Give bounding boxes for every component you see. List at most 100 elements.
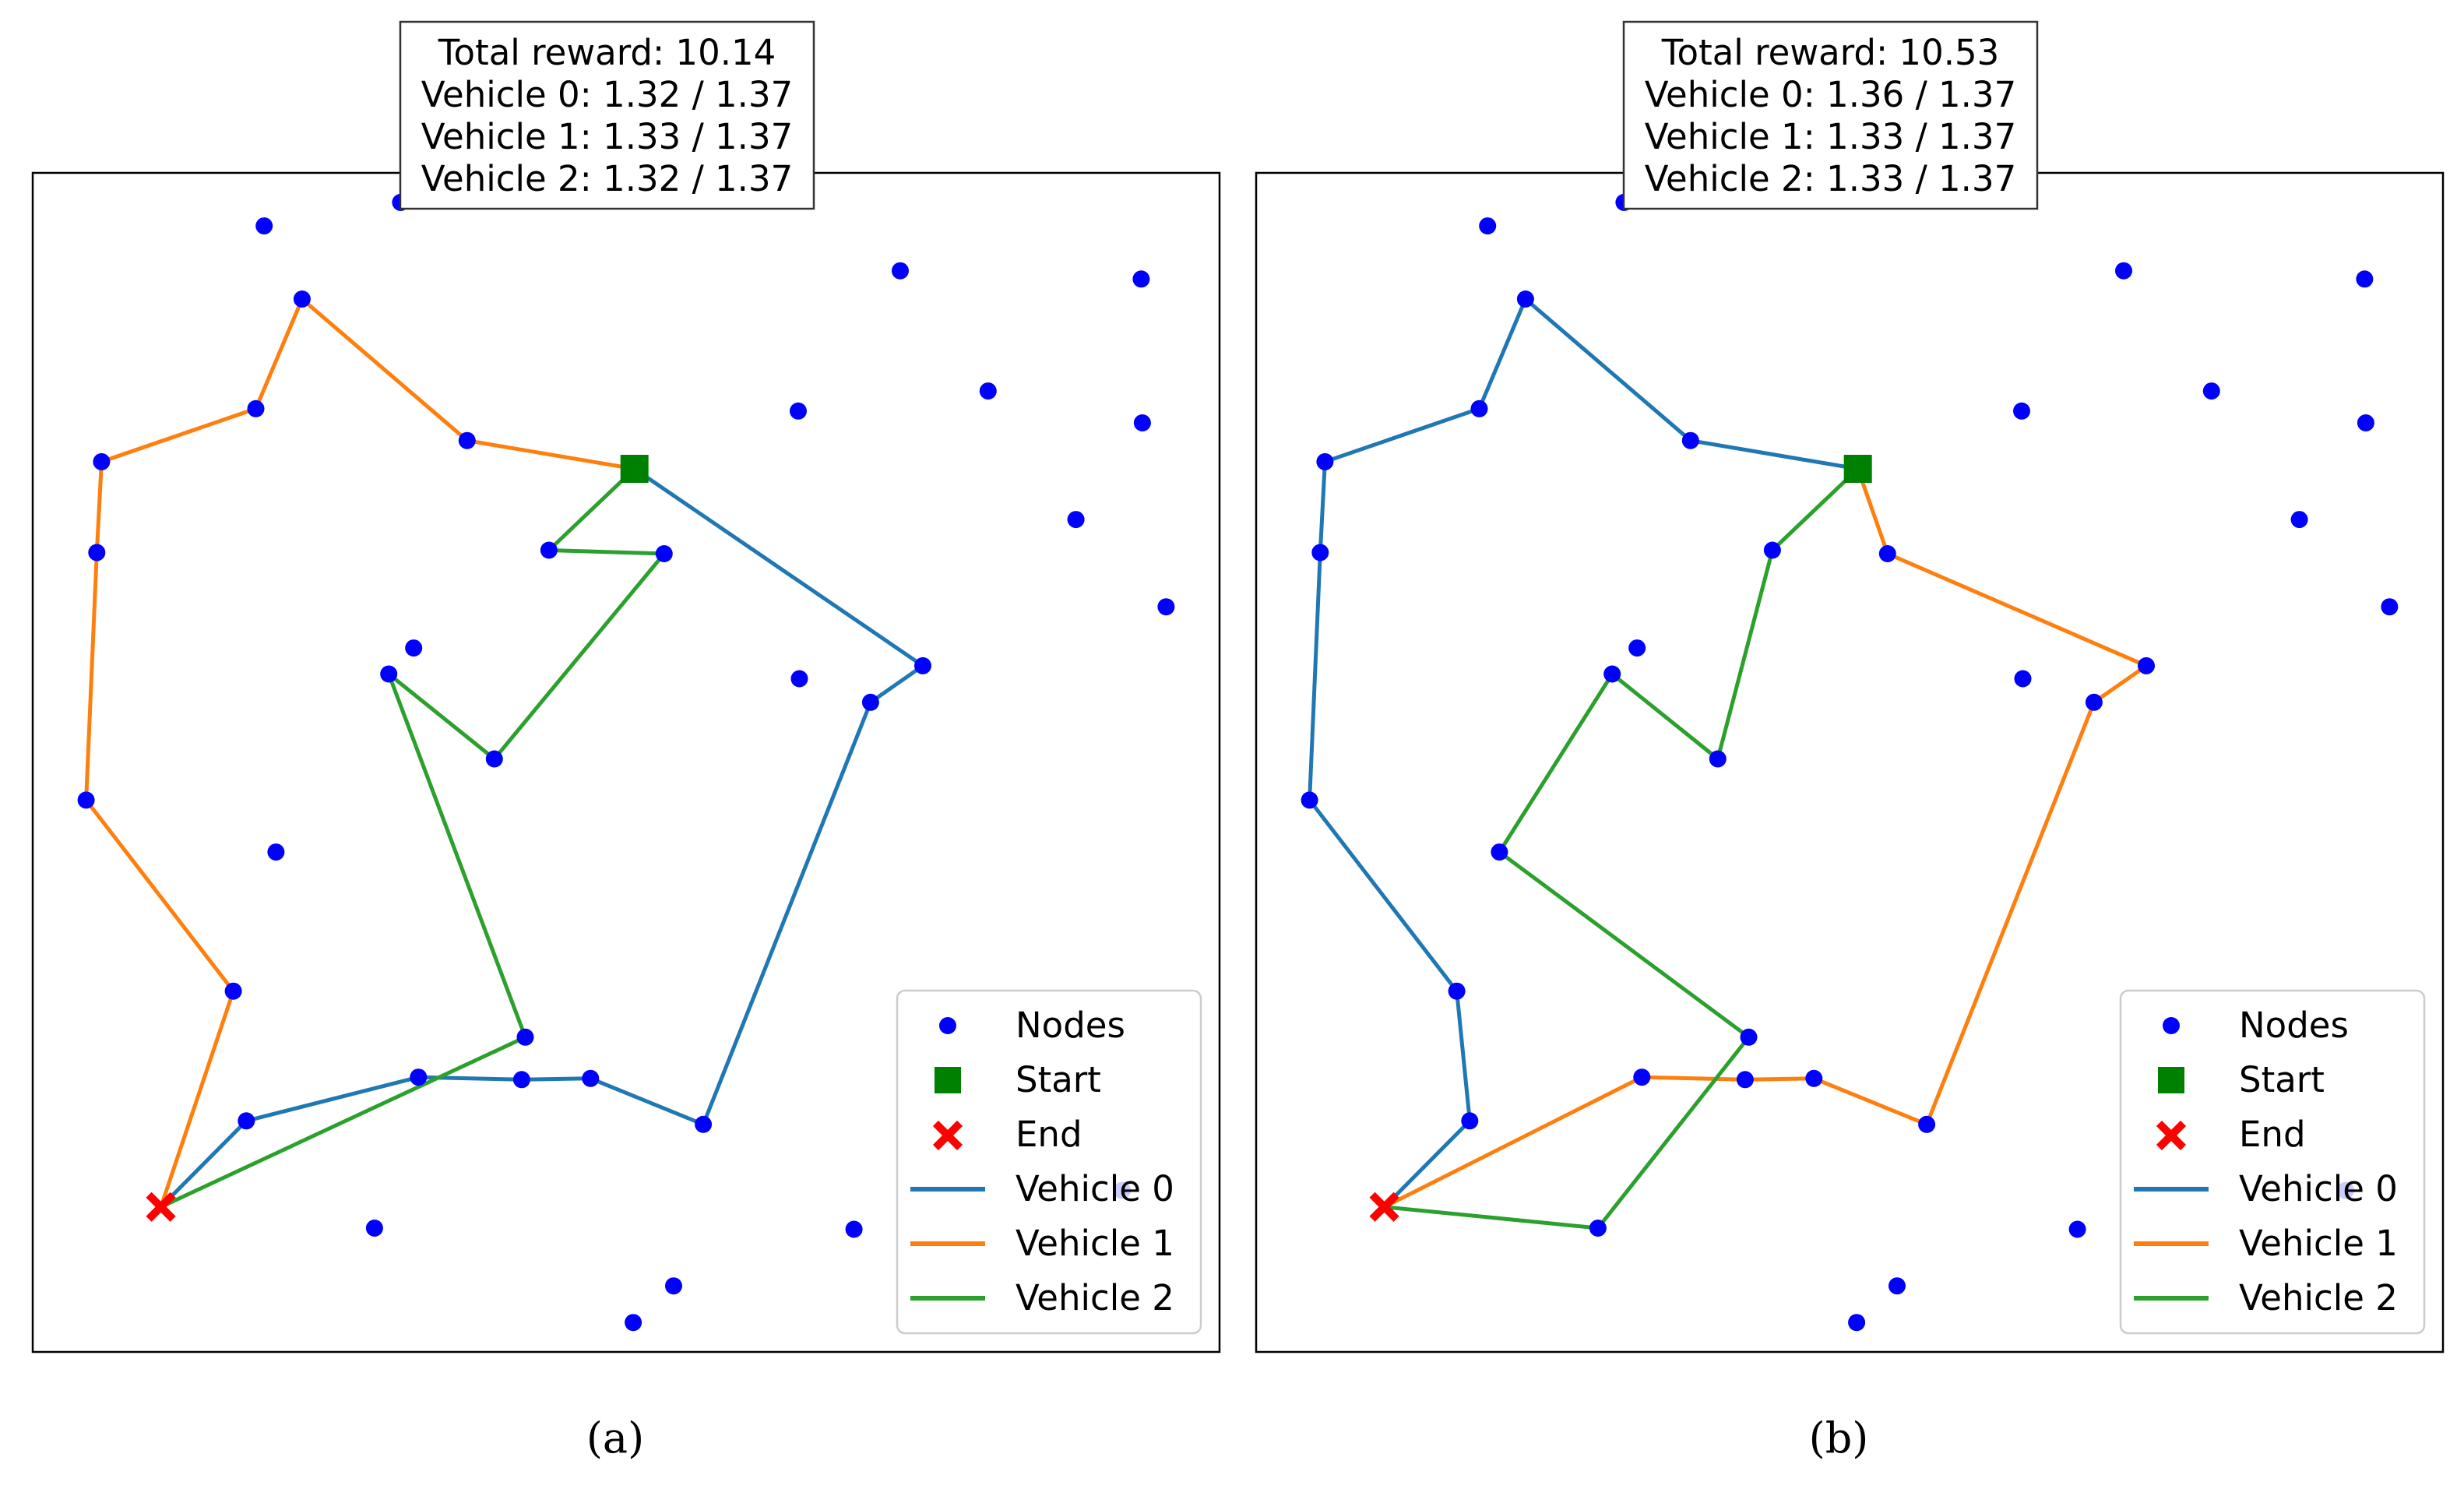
legend-label-vehicle-1: Vehicle 1 xyxy=(2239,1223,2398,1264)
markers-layer xyxy=(1369,455,1872,1222)
node-point xyxy=(247,400,265,417)
node-point xyxy=(1603,665,1621,683)
node-point xyxy=(1740,1028,1758,1046)
node-point xyxy=(1067,511,1085,529)
node-point xyxy=(512,1071,530,1089)
node-point xyxy=(1470,400,1488,417)
legend-label-vehicle-2: Vehicle 2 xyxy=(1016,1277,1174,1318)
node-point xyxy=(1709,750,1727,768)
node-point xyxy=(1805,1069,1823,1087)
info-box-frame xyxy=(399,20,815,210)
node-point xyxy=(1736,1071,1754,1089)
node-point xyxy=(1848,1314,1866,1332)
node-point xyxy=(77,791,95,809)
node-point xyxy=(861,693,879,711)
node-point xyxy=(1681,431,1699,449)
node-point xyxy=(979,382,997,400)
node-point xyxy=(665,1277,682,1295)
node-point xyxy=(540,541,558,559)
node-point xyxy=(485,750,503,768)
panel-label: (b) xyxy=(1809,1413,1869,1463)
node-point xyxy=(380,665,398,683)
panel-label: (a) xyxy=(586,1413,644,1463)
node-point xyxy=(238,1112,255,1130)
node-point xyxy=(695,1115,713,1133)
panel-b: Total reward: 10.53 Vehicle 0: 1.36 / 1.… xyxy=(1255,20,2445,1463)
node-point xyxy=(914,656,931,674)
info-total-reward: Total reward: 10.53 xyxy=(1661,32,2000,73)
node-point xyxy=(1516,290,1534,308)
legend-frame xyxy=(896,989,1202,1335)
node-point xyxy=(1157,598,1175,616)
legend-label-vehicle-2: Vehicle 2 xyxy=(2239,1277,2398,1318)
node-point xyxy=(516,1028,534,1046)
node-point xyxy=(2381,598,2399,616)
node-point xyxy=(1448,982,1466,1000)
node-point xyxy=(1301,791,1318,809)
node-point xyxy=(625,1314,642,1332)
node-point xyxy=(267,843,285,861)
route-vehicle-2 xyxy=(1382,466,1860,1230)
node-point xyxy=(2014,670,2032,688)
node-point xyxy=(1133,414,1151,431)
legend-label-nodes: Nodes xyxy=(1016,1005,1125,1046)
node-point xyxy=(458,431,476,449)
legend-label-vehicle-1: Vehicle 1 xyxy=(1016,1223,1174,1264)
node-point xyxy=(1491,843,1508,861)
node-point xyxy=(2138,656,2155,674)
node-point xyxy=(2202,382,2220,400)
info-box-frame xyxy=(1622,20,2039,210)
node-point xyxy=(1628,639,1646,657)
node-point xyxy=(2013,402,2030,420)
node-point xyxy=(655,545,673,562)
info-vehicle-0: Vehicle 0: 1.32 / 1.37 xyxy=(421,74,794,115)
legend-label-nodes: Nodes xyxy=(2239,1005,2349,1046)
node-point xyxy=(405,639,423,657)
node-point xyxy=(1633,1068,1651,1086)
info-vehicle-2: Vehicle 2: 1.32 / 1.37 xyxy=(421,158,794,199)
node-point xyxy=(2357,414,2374,431)
route-vehicle-0 xyxy=(1308,297,1860,1209)
node-point xyxy=(1311,544,1329,561)
legend-label-end: End xyxy=(2239,1114,2306,1155)
panel-a: Total reward: 10.14 Vehicle 0: 1.32 / 1.… xyxy=(31,20,1221,1463)
legend-label-start: Start xyxy=(2239,1059,2325,1100)
end-marker xyxy=(1369,1192,1399,1222)
node-point xyxy=(582,1069,600,1087)
node-point xyxy=(255,217,273,235)
info-vehicle-1: Vehicle 1: 1.33 / 1.37 xyxy=(421,116,794,157)
node-point xyxy=(2115,262,2132,280)
node-point xyxy=(410,1068,428,1086)
node-point xyxy=(365,1220,383,1237)
node-point xyxy=(1878,545,1896,562)
node-point xyxy=(2068,1220,2086,1238)
legend-end-marker xyxy=(932,1120,963,1151)
info-box: Total reward: 10.53 Vehicle 0: 1.36 / 1.… xyxy=(1622,20,2039,210)
node-point xyxy=(1461,1112,1479,1130)
nodes-layer xyxy=(1301,193,2399,1332)
end-marker xyxy=(146,1192,176,1222)
legend-label-vehicle-0: Vehicle 0 xyxy=(1016,1168,1174,1209)
node-point xyxy=(1763,541,1781,559)
node-point xyxy=(892,262,909,280)
legend-start-marker xyxy=(935,1067,961,1093)
node-point xyxy=(88,544,106,561)
node-point xyxy=(1479,217,1497,235)
node-point xyxy=(845,1220,863,1238)
legend-start-marker xyxy=(2158,1067,2184,1093)
legend: Nodes Start End Vehicle 0 Vehicle 1 Vehi… xyxy=(2119,989,2426,1335)
legend-label-end: End xyxy=(1016,1114,1082,1155)
node-point xyxy=(1589,1220,1607,1237)
info-box: Total reward: 10.14 Vehicle 0: 1.32 / 1.… xyxy=(399,20,815,210)
start-marker xyxy=(1843,455,1872,483)
start-marker xyxy=(620,455,649,483)
info-total-reward: Total reward: 10.14 xyxy=(438,32,776,73)
node-point xyxy=(2085,693,2103,711)
node-point xyxy=(790,670,808,688)
node-point xyxy=(293,290,311,308)
info-vehicle-1: Vehicle 1: 1.33 / 1.37 xyxy=(1645,116,2017,157)
node-point xyxy=(2356,270,2374,288)
node-point xyxy=(1132,270,1150,288)
legend: Nodes Start End Vehicle 0 Vehicle 1 Vehi… xyxy=(896,989,1202,1335)
